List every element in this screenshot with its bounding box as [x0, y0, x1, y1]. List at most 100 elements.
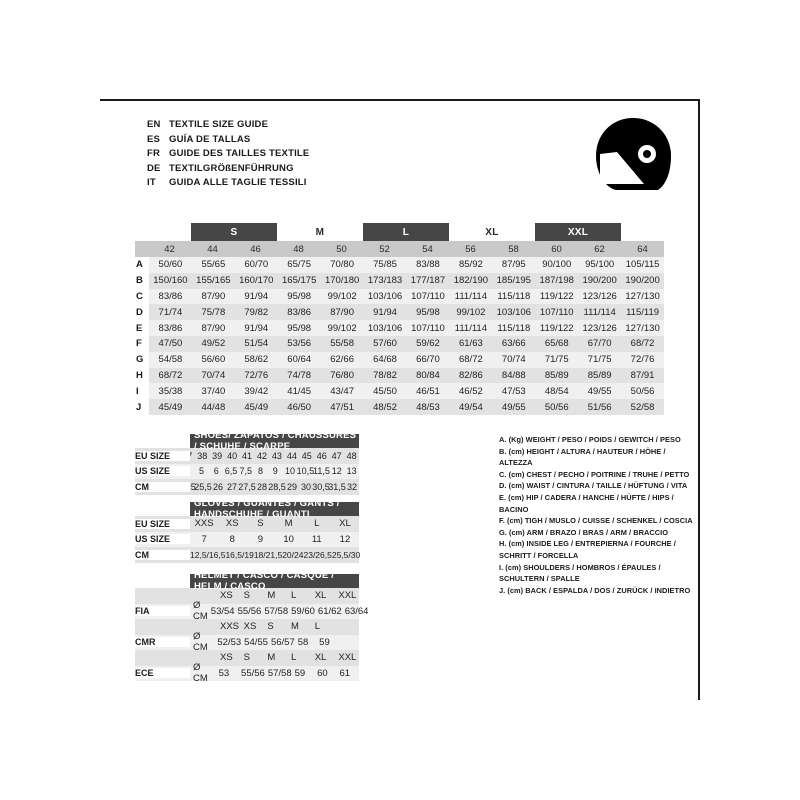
- helmet-value-cell: 59: [294, 667, 306, 679]
- legend-line: SCHRITT / FORCELLA: [499, 550, 579, 560]
- shoes-cell: 48: [346, 450, 357, 461]
- shoes-cell: 11,5: [313, 466, 330, 477]
- helmet-value-row: ECE Ø CM 53 55/56 57/58 59 60 61: [135, 662, 359, 684]
- gloves-row-label: CM: [135, 549, 190, 560]
- shoes-cell: 28: [256, 481, 267, 492]
- helmet-standard-label: CMR: [135, 637, 190, 648]
- measurement-cell: 103/106: [367, 322, 403, 334]
- table-row: A 50/60 55/65 60/70 65/75 70/80 75/85 83/88 85/9…: [135, 257, 664, 273]
- language-title-block: EN TEXTILE SIZE GUIDE ES GUÍA DE TALLAS FR GU…: [147, 118, 309, 191]
- language-row: EN TEXTILE SIZE GUIDE: [147, 118, 309, 133]
- gloves-cell: L: [314, 518, 320, 530]
- measurement-cell: 50/56: [544, 401, 569, 413]
- gloves-cell: M: [284, 518, 293, 530]
- measurement-cell: 83/86: [287, 306, 312, 318]
- shoes-cell: 27,5: [238, 481, 256, 492]
- measurement-cell: 50/56: [630, 385, 655, 397]
- helmet-size-label: L: [314, 621, 320, 633]
- measurement-cell: 53/56: [287, 338, 312, 350]
- measurement-cell: 60/70: [244, 259, 269, 271]
- measurement-cell: 50/60: [158, 259, 183, 271]
- measurement-cell: 47/53: [501, 385, 526, 397]
- measurement-legend: A. (Kg) WEIGHT / PESO / POIDS / GEWITCH …: [499, 434, 699, 596]
- shoes-cell: 40: [227, 450, 238, 461]
- helmet-value-cell: 57/58: [264, 605, 289, 617]
- size-group-header-row: S M L XL XXL: [135, 223, 664, 241]
- helmet-value-cell: 59: [319, 636, 330, 648]
- size-group-blank: [621, 223, 664, 241]
- measurement-cell: 107/110: [411, 290, 445, 302]
- measurement-cell: 78/82: [373, 369, 397, 381]
- helmet-size-label: XS: [220, 590, 233, 602]
- measurement-cell: 111/114: [583, 306, 616, 318]
- helmet-size-label: M: [267, 652, 276, 664]
- shoes-cell: 38: [197, 450, 208, 461]
- measurement-cell: 74/78: [287, 369, 312, 381]
- language-label: GUIDE DES TAILLES TEXTILE: [169, 148, 310, 159]
- shoes-cell: 46: [316, 450, 327, 461]
- measurement-cell: 99/102: [327, 322, 357, 334]
- measurement-cell: 75/78: [201, 306, 226, 318]
- gloves-table: GLOVES / GUANTES / GANTS / HANDSCHUHE / …: [135, 498, 360, 563]
- helmet-size-label: XXL: [338, 590, 357, 602]
- group-header-gutter: [135, 223, 148, 241]
- gloves-row: US SIZE 7 8 9 10 11 12: [135, 531, 359, 547]
- helmet-standard-label: ECE: [135, 668, 190, 679]
- measurement-cell: 87/95: [501, 259, 526, 271]
- measurement-cell: 103/106: [496, 306, 531, 318]
- helmet-size-row: XXS XS S M L: [135, 619, 359, 635]
- helmet-value-cell: 60: [317, 667, 328, 679]
- gloves-cell: 16,5/19: [225, 549, 254, 560]
- shoes-row-label: EU SIZE: [135, 450, 190, 461]
- helmet-value-cell: 57/58: [267, 667, 292, 679]
- shoes-cell: 5: [198, 466, 204, 477]
- shoes-cell: 44: [286, 450, 297, 461]
- measurement-cell: 155/165: [196, 275, 231, 287]
- helmet-size-label: S: [267, 621, 274, 633]
- table-row: C 83/86 87/90 91/94 95/98 99/102 103/106 107/11…: [135, 288, 664, 305]
- eu-size-number: 58: [508, 243, 519, 255]
- legend-line: F. (cm) TIGH / MUSLO / CUISSE / SCHENKEL…: [499, 516, 693, 526]
- measurement-cell: 45/49: [158, 401, 183, 413]
- helmet-value-cell: 53/54: [210, 605, 235, 617]
- gloves-cell: XL: [339, 518, 351, 530]
- table-row: H 68/72 70/74 72/76 74/78 76/80 78/82 80/84 82/8…: [135, 367, 664, 384]
- measurement-cell: 68/72: [158, 369, 183, 381]
- helmet-size-label: M: [291, 621, 299, 633]
- helmet-value-cell: 63/64: [344, 605, 369, 617]
- measurement-cell: 177/187: [410, 275, 446, 287]
- measurement-row-key: F: [135, 335, 149, 352]
- measurement-cell: 90/100: [542, 259, 572, 271]
- shoes-cell: 31,5: [328, 481, 346, 492]
- helmet-value-cell: 54/55: [244, 636, 268, 648]
- measurement-cell: 190/200: [625, 275, 660, 287]
- measurement-cell: 72/76: [630, 354, 655, 366]
- measurement-rows: A 50/60 55/65 60/70 65/75 70/80 75/85 83/88 85/9…: [135, 257, 664, 415]
- helmet-value-cell: 56/57: [270, 636, 295, 648]
- gloves-cell: XS: [225, 518, 239, 530]
- measurement-row-key: J: [135, 399, 149, 415]
- size-group-l: L: [363, 223, 449, 241]
- helmet-value-cell: 61/62: [317, 605, 342, 617]
- measurement-row-key: I: [135, 383, 149, 400]
- measurement-cell: 79/82: [244, 306, 269, 318]
- language-label: GUIDA ALLE TAGLIE TESSILI: [169, 177, 307, 188]
- measurement-cell: 111/114: [454, 290, 487, 302]
- measurement-cell: 187/198: [539, 275, 574, 287]
- table-row: F 47/50 49/52 51/54 53/56 55/58 57/60 59/62 61/6…: [135, 335, 664, 352]
- measurement-cell: 182/190: [453, 275, 489, 287]
- shoes-cell: 12: [331, 466, 342, 477]
- measurement-cell: 68/72: [458, 354, 483, 366]
- shoes-table-title: SHOES/ ZAPATOS / CHAUSSURES / SCHUHE / S…: [190, 430, 359, 452]
- eu-size-number: 62: [594, 243, 605, 255]
- gloves-cell: 7: [201, 533, 207, 545]
- measurement-cell: 160/170: [239, 275, 274, 287]
- helmet-size-label: S: [243, 652, 251, 664]
- shoes-cell: 30,5: [312, 481, 330, 492]
- helmet-standard-label: FIA: [135, 606, 190, 617]
- measurement-cell: 58/62: [244, 354, 269, 366]
- measurement-row-key: A: [135, 257, 149, 273]
- measurement-cell: 63/66: [501, 338, 526, 350]
- helmet-table: HELMET / CASCO / CASQUE / HELM / CASCO X…: [135, 570, 368, 684]
- helmet-size-label: XL: [314, 590, 327, 602]
